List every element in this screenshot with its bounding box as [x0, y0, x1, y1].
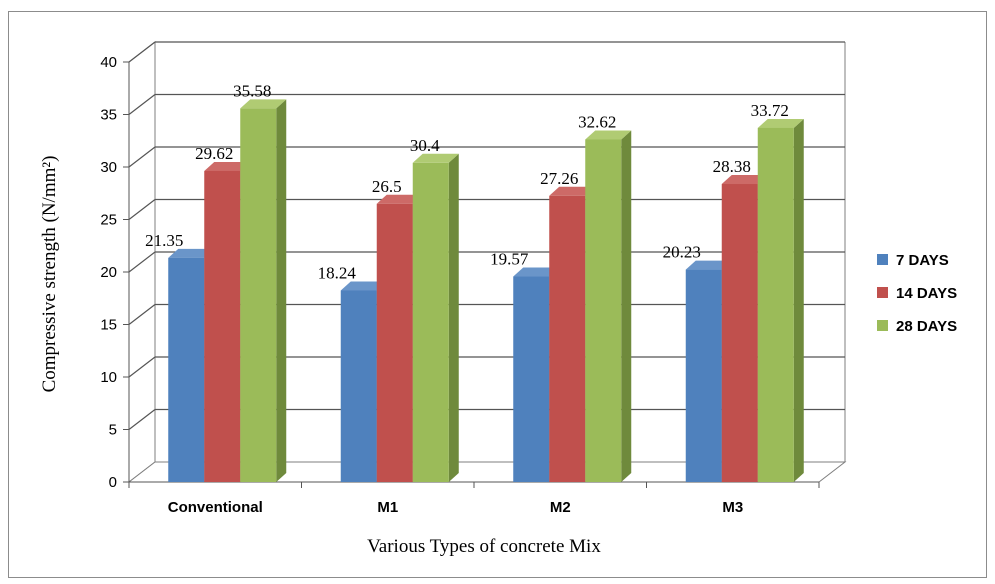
gridline-depth	[128, 304, 156, 325]
y-tick-label: 10	[100, 369, 117, 386]
chart-frame: 0 5 10 15 20 25 30 35 40 21.35 29.62 35.58 18.24 26.…	[8, 11, 987, 578]
y-tick-label: 15	[100, 317, 117, 334]
x-category-label: M1	[377, 499, 398, 516]
gridline-depth	[128, 199, 156, 220]
y-tick-label: 25	[100, 212, 117, 229]
x-category-label: Conventional	[168, 499, 263, 516]
legend-swatch	[877, 254, 888, 265]
bar	[376, 203, 413, 482]
data-label: 26.5	[372, 177, 402, 196]
bar-top	[721, 175, 768, 185]
data-label: 20.23	[663, 243, 701, 262]
gridline-depth	[128, 356, 156, 378]
data-labels: 21.35 29.62 35.58 18.24 26.5 30.4 19.57 27.26 32…	[145, 81, 789, 282]
y-tick-label: 40	[100, 54, 117, 71]
data-label: 28.38	[713, 157, 751, 176]
data-label: 27.26	[540, 169, 578, 188]
data-label: 35.58	[233, 81, 271, 100]
bar-top	[340, 281, 387, 291]
legend-label: 14 DAYS	[896, 285, 957, 302]
bar	[340, 290, 377, 482]
bar-chart: 0 5 10 15 20 25 30 35 40 21.35 29.62 35.58 18.24 26.…	[39, 40, 957, 557]
bar	[412, 162, 449, 483]
bar-top	[412, 153, 459, 163]
bar-side	[276, 99, 287, 482]
gridline-depth	[128, 251, 156, 273]
bar-top	[685, 260, 732, 270]
legend-swatch	[877, 287, 888, 298]
data-label: 21.35	[145, 231, 183, 250]
legend-swatch	[877, 320, 888, 331]
gridline-depth	[128, 409, 156, 430]
bar-top	[757, 118, 804, 128]
bar-side	[793, 118, 804, 482]
bar-top	[204, 161, 251, 171]
legend-label: 7 DAYS	[896, 252, 949, 269]
data-label: 18.24	[318, 263, 357, 282]
data-label: 30.4	[410, 136, 440, 155]
bar	[585, 139, 622, 482]
legend-label: 28 DAYS	[896, 318, 957, 335]
bar	[204, 170, 241, 483]
y-tick-label: 20	[100, 264, 117, 281]
gridline-depth	[128, 146, 156, 168]
bar-top	[168, 248, 215, 258]
data-label: 19.57	[490, 250, 529, 269]
data-label: 29.62	[195, 144, 233, 163]
bar-top	[240, 99, 287, 109]
y-tick-label: 35	[100, 107, 117, 124]
x-category-label: M2	[550, 499, 571, 516]
gridline-depth	[128, 41, 156, 63]
data-label: 32.62	[578, 112, 616, 131]
bar-side	[621, 130, 632, 482]
bar	[240, 108, 277, 482]
bar	[168, 257, 205, 482]
bar	[513, 276, 550, 482]
y-axis-title: Compressive strength (N/mm²)	[39, 156, 60, 393]
data-label: 33.72	[751, 101, 789, 120]
y-tick-label: 5	[109, 422, 117, 439]
gridline-depth	[128, 94, 156, 115]
bar	[685, 269, 722, 482]
bar	[549, 195, 586, 482]
bar-top	[549, 186, 596, 196]
bar-top	[513, 267, 560, 277]
x-axis-title: Various Types of concrete Mix	[367, 536, 601, 557]
bar-top	[585, 130, 632, 140]
bar-top	[376, 194, 423, 204]
x-axis-categories: Conventional M1 M2 M3	[128, 482, 820, 516]
bar	[721, 184, 758, 482]
y-tick-label: 0	[109, 474, 117, 491]
bars	[168, 99, 804, 483]
bar-side	[448, 153, 459, 483]
bar	[757, 127, 794, 482]
legend: 7 DAYS 14 DAYS 28 DAYS	[877, 252, 957, 335]
x-category-label: M3	[722, 499, 743, 516]
y-tick-label: 30	[100, 159, 117, 176]
